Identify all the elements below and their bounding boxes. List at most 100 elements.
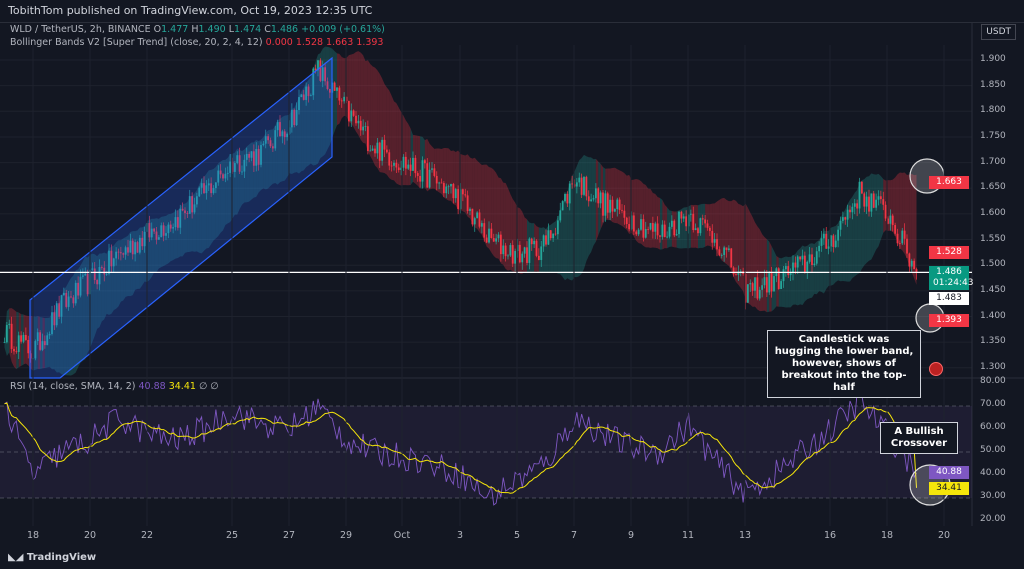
candle-body [86, 273, 89, 295]
bollinger-band-fill [372, 66, 375, 166]
bollinger-band-fill [299, 91, 302, 174]
candle-annotation[interactable]: Candlestick was hugging the lower band, … [767, 330, 921, 398]
bb-legend[interactable]: Bollinger Bands V2 [Super Trend] (close,… [10, 37, 383, 48]
candle-body [124, 247, 127, 255]
candle-body [476, 212, 479, 219]
candle-body [808, 254, 811, 262]
candle-body [846, 209, 849, 220]
candle-body [464, 194, 467, 196]
bollinger-band-fill [398, 107, 402, 186]
candle-body [578, 177, 581, 183]
candle-body [499, 234, 502, 255]
candle-body [79, 276, 82, 296]
bollinger-band-fill [358, 51, 361, 140]
candle-body [450, 183, 452, 187]
candle-body [490, 228, 493, 239]
candle-body [438, 182, 441, 184]
bollinger-band-fill [821, 230, 824, 294]
open-value: 1.477 [161, 24, 189, 35]
candle-body [421, 160, 424, 182]
candle-body [651, 223, 654, 232]
candle-body [419, 175, 422, 182]
time-tick: 3 [456, 530, 464, 541]
bollinger-band-fill [652, 193, 656, 248]
candle-body [659, 235, 661, 237]
candle-body [872, 193, 875, 208]
candle-body [442, 183, 445, 194]
candle-body [264, 136, 267, 144]
candle-body [625, 217, 628, 225]
candle-body [613, 209, 616, 212]
candle-body [8, 323, 11, 326]
rsi-annotation[interactable]: A Bullish Crossover [880, 422, 958, 454]
candle-body [754, 277, 756, 291]
candle-body [789, 273, 792, 276]
candle-body [533, 240, 536, 245]
rsi-legend[interactable]: RSI (14, close, SMA, 14, 2) 40.88 34.41 … [10, 381, 219, 392]
candle-body [214, 182, 217, 189]
candle-body [435, 175, 438, 184]
candle-body [431, 168, 433, 170]
candle-body [884, 204, 887, 219]
candle-body [290, 109, 293, 128]
bollinger-band-fill [645, 184, 649, 248]
candle-body [670, 220, 673, 227]
candle-body [813, 263, 816, 265]
candle-body [274, 130, 277, 149]
candle-body [250, 151, 253, 158]
bollinger-band-fill [18, 312, 22, 368]
bollinger-band-fill [44, 317, 48, 368]
candle-body [606, 193, 609, 213]
bollinger-band-fill [738, 203, 741, 289]
candle-body [568, 183, 571, 204]
close-value: 1.486 [270, 24, 299, 35]
candle-body [428, 169, 431, 188]
candle-body [39, 332, 42, 350]
candle-body [706, 223, 709, 228]
time-tick: 18 [880, 530, 894, 541]
candle-body [222, 174, 224, 179]
candle-body [397, 167, 400, 171]
candle-body [868, 196, 870, 212]
symbol-legend: WLD / TetherUS, 2h, BINANCE O1.477 H1.49… [10, 24, 385, 35]
candle-body [799, 256, 802, 260]
candle-body [530, 238, 533, 245]
bollinger-band-fill [493, 169, 497, 259]
candle-body [514, 250, 517, 264]
bollinger-band-fill [481, 164, 485, 241]
candle-body [115, 251, 118, 259]
us-flag-event-icon[interactable] [929, 362, 943, 376]
candle-body [119, 252, 122, 254]
candle-body [673, 220, 676, 236]
candle-body [583, 176, 585, 195]
bollinger-band-fill [301, 87, 304, 172]
bollinger-band-fill [21, 314, 24, 366]
bollinger-band-fill [657, 196, 660, 250]
mid-band-tag: 1.528 [929, 246, 969, 259]
bollinger-band-fill [185, 201, 188, 253]
candle-body [324, 67, 327, 82]
candle-body [81, 275, 84, 277]
price-tick: 1.850 [980, 79, 1006, 90]
bollinger-band-fill [42, 317, 45, 369]
candle-body [640, 219, 642, 230]
candle-body [870, 193, 873, 212]
candle-body [616, 199, 619, 210]
candle-body [129, 240, 132, 253]
bollinger-band-fill [655, 193, 658, 249]
candle-body [43, 341, 46, 346]
candle-body [780, 281, 783, 290]
bollinger-band-fill [845, 204, 848, 282]
candle-body [682, 216, 685, 219]
candle-body [492, 238, 495, 242]
candle-body [117, 251, 120, 253]
candle-body [495, 238, 498, 242]
currency-button[interactable]: USDT [981, 24, 1016, 40]
candle-body [224, 173, 227, 179]
candle-body [309, 95, 312, 97]
candle-body [604, 193, 607, 216]
candle-body [523, 247, 526, 254]
bollinger-band-fill [593, 158, 596, 246]
bollinger-band-fill [491, 167, 494, 257]
